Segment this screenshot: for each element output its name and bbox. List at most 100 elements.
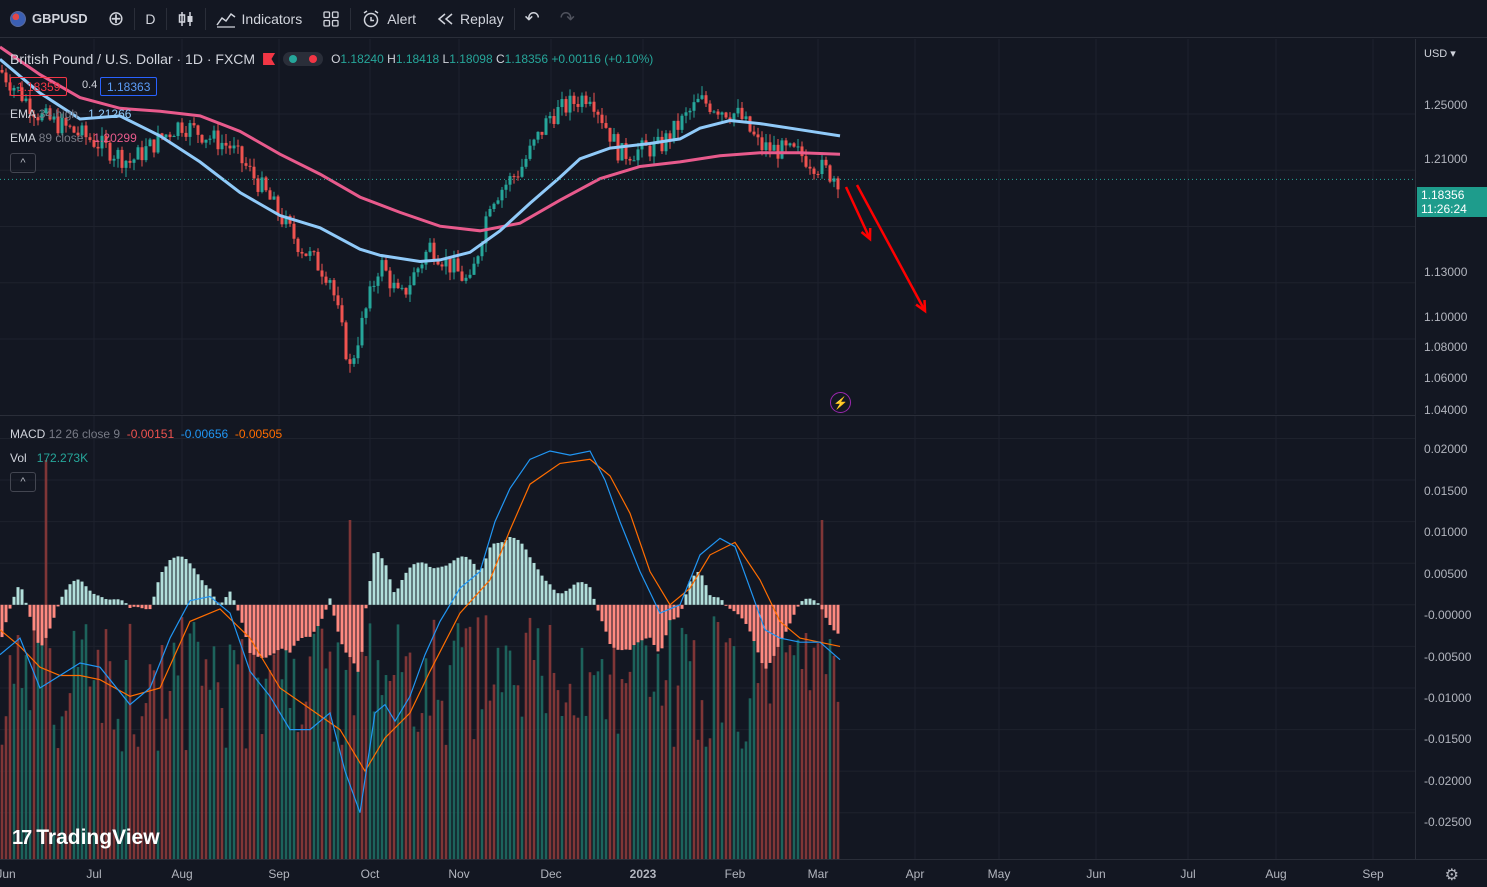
candle-body [836,178,840,190]
macd-tick: 0.01500 [1424,484,1468,498]
symbol-search-button[interactable]: GBPUSD [0,0,98,38]
macd-histogram-bar [156,582,160,605]
volume-bar [248,628,252,860]
candle-body [12,87,16,91]
volume-bar [612,631,616,860]
volume-bar [464,628,468,860]
candle-body [596,111,600,115]
collapse-volume-legend-button[interactable]: ^ [10,472,36,492]
flag-marker-icon[interactable] [263,53,276,65]
lightning-event-icon[interactable]: ⚡ [830,392,851,413]
alert-button[interactable]: Alert [351,0,426,38]
macd-histogram-bar [588,587,592,605]
candle-body [764,142,768,151]
macd-tick: -0.02500 [1424,815,1472,829]
candle-body [600,114,604,124]
macd-histogram-bar [660,604,664,649]
candles-chart-type-button[interactable] [167,0,205,38]
macd-histogram-bar [88,590,92,605]
candle-body [476,256,480,264]
candle-body [324,276,328,283]
collapse-legend-button[interactable]: ^ [10,153,36,173]
volume-bar [8,655,12,860]
volume-bar [620,679,624,860]
volume-bar [776,622,780,860]
candle-body [400,287,404,289]
macd-histogram-bar [780,604,784,639]
candle-body [716,111,720,115]
macd-histogram-bar [80,581,84,605]
gear-icon[interactable]: ⚙ [1444,867,1459,884]
macd-histogram-bar [16,587,20,605]
candle-body [380,260,384,277]
macd-histogram-bar [676,604,680,618]
macd-histogram-bar [748,604,752,632]
undo-button[interactable]: ↶ [524,8,540,28]
compare-symbol-button[interactable]: ⊕ [107,8,125,30]
ema89-legend[interactable]: EMA 89 close 1.20299 [10,131,137,145]
volume-bar [120,751,124,860]
volume-bar [368,623,372,860]
volume-bar [760,635,764,860]
volume-bar [572,715,576,860]
ema34-legend[interactable]: EMA 34 high 1.21266 [10,107,132,121]
volume-bar [500,692,504,860]
candle-body [348,359,352,364]
macd-volume-pane[interactable]: MACD 12 26 close 9 -0.00151 -0.00656 -0.… [0,415,1415,860]
currency-selector[interactable]: USD ▾ [1424,48,1456,60]
volume-bar [604,719,608,860]
candle-body [376,276,380,286]
candle-body [132,159,136,163]
market-status-badge[interactable] [283,52,324,66]
candle-body [216,130,220,150]
volume-bar [312,633,316,860]
replay-button[interactable]: Replay [426,0,514,38]
volume-bar [676,685,680,860]
macd-histogram-bar [4,604,8,623]
candle-body [252,166,256,179]
volume-bar [400,672,404,860]
buy-price-button[interactable]: 1.18363 [100,77,158,96]
drawn-arrow-long-head [915,299,927,314]
price-tick: 1.08000 [1424,340,1468,354]
macd-histogram-bar [668,604,672,621]
volume-bar [748,698,752,860]
volume-bar [832,655,836,860]
time-tick: Jun [1086,867,1106,881]
macd-histogram-bar [304,604,308,637]
macd-histogram-bar [628,604,632,650]
volume-bar [12,683,16,860]
indicators-button[interactable]: Indicators [206,0,313,38]
volume-bar [672,746,676,860]
layout-templates-button[interactable] [312,0,350,38]
sell-price-button[interactable]: 1.18359 [10,77,68,96]
redo-button[interactable]: ↷ [559,8,575,28]
candle-body [680,115,684,130]
volume-bar [548,624,552,860]
grid-layout-icon [323,10,339,27]
price-pane[interactable]: British Pound / U.S. Dollar · 1D · FXCM … [0,39,1415,414]
candle-body [156,133,160,153]
candle-body [104,135,108,143]
price-tick: 1.04000 [1424,403,1468,417]
candle-body [724,112,728,118]
price-chart[interactable] [0,39,1415,414]
volume-bar [788,645,792,860]
candle-body [384,260,388,271]
macd-histogram-bar [360,604,364,652]
tradingview-logo[interactable]: 17 TradingView [12,826,160,850]
volume-legend[interactable]: Vol 172.273K [10,451,89,465]
price-tick: 1.06000 [1424,371,1468,385]
candle-body [248,165,252,167]
macd-chart[interactable] [0,416,1415,860]
macd-legend[interactable]: MACD 12 26 close 9 -0.00151 -0.00656 -0.… [10,427,283,441]
interval-button[interactable]: D [145,10,156,27]
volume-bar [836,701,840,860]
macd-histogram-bar [276,604,280,651]
time-axis[interactable]: Jun Jul Aug Sep Oct Nov Dec 2023 Feb Mar… [0,859,1487,887]
time-tick: Jun [0,867,16,881]
volume-bar [564,702,568,860]
price-axis[interactable]: USD ▾ 1.25000 1.21000 1.13000 1.10000 1.… [1415,39,1487,859]
volume-bar [636,627,640,860]
macd-histogram-bar [756,604,760,653]
